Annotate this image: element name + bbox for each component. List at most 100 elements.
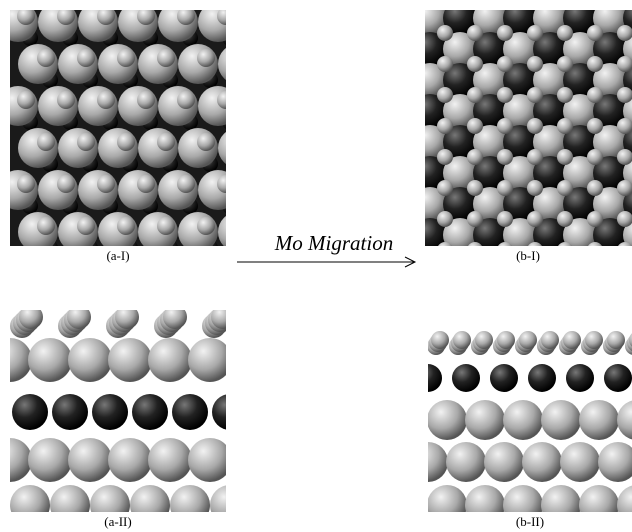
atom (148, 338, 192, 382)
atom (587, 242, 603, 258)
atom (527, 211, 543, 227)
atom (117, 133, 135, 151)
atom (557, 87, 573, 103)
atom (497, 149, 513, 165)
atom (137, 7, 155, 25)
atom (157, 217, 175, 235)
atom (50, 485, 90, 525)
atom (228, 338, 272, 382)
atom (197, 133, 215, 151)
atom (557, 56, 573, 72)
atom (431, 331, 449, 349)
atom (563, 331, 581, 349)
atom (177, 91, 195, 109)
atom (68, 338, 112, 382)
atom (137, 91, 155, 109)
atom (587, 25, 603, 41)
atom (198, 86, 238, 126)
atom (237, 49, 255, 67)
atom (37, 133, 55, 151)
atom (566, 364, 594, 392)
atom (28, 338, 72, 382)
atom (467, 118, 483, 134)
atom (68, 438, 112, 482)
atom (437, 149, 453, 165)
atom (437, 87, 453, 103)
atom (503, 400, 543, 440)
atom (228, 438, 272, 482)
atom (170, 485, 210, 525)
atom (218, 212, 258, 252)
atom (453, 331, 471, 349)
atom (587, 149, 603, 165)
atom (557, 149, 573, 165)
atom (446, 442, 486, 482)
atom (541, 331, 559, 349)
atom (97, 175, 115, 193)
atom (408, 442, 448, 482)
atom (607, 331, 625, 349)
atom (414, 364, 442, 392)
atom (217, 91, 235, 109)
atom (77, 49, 95, 67)
atom (130, 485, 170, 525)
atom (497, 331, 515, 349)
atom (198, 2, 238, 42)
figure: (a-I) (b-I) (a-II) (b-II) Mo Migration (0, 0, 632, 532)
atom (437, 211, 453, 227)
atom (117, 49, 135, 67)
atom (77, 133, 95, 151)
atom (242, 72, 258, 88)
atom (587, 118, 603, 134)
atom (497, 25, 513, 41)
atom (467, 87, 483, 103)
atom (467, 25, 483, 41)
atom (452, 364, 480, 392)
atom (497, 180, 513, 196)
atom (242, 156, 258, 172)
atom (237, 217, 255, 235)
atom (210, 485, 250, 525)
atom (218, 128, 258, 168)
atom (541, 400, 581, 440)
atom (467, 180, 483, 196)
atom (497, 56, 513, 72)
atom (579, 485, 619, 525)
atom (57, 7, 75, 25)
atom (467, 56, 483, 72)
atom (17, 175, 35, 193)
atom (587, 180, 603, 196)
atom (528, 364, 556, 392)
atom (211, 305, 235, 329)
atom (117, 217, 135, 235)
atom (497, 242, 513, 258)
atom (148, 438, 192, 482)
atom (218, 44, 258, 84)
atom (188, 438, 232, 482)
atom (157, 49, 175, 67)
atom (250, 485, 290, 525)
atom (437, 242, 453, 258)
atom (188, 338, 232, 382)
atom (177, 7, 195, 25)
atom (212, 394, 248, 430)
atom (163, 305, 187, 329)
atom (237, 133, 255, 151)
atom (437, 25, 453, 41)
atom (197, 49, 215, 67)
atom (467, 242, 483, 258)
atom (198, 170, 238, 210)
atom (557, 118, 573, 134)
atom (560, 442, 600, 482)
atom (242, 240, 258, 256)
atom (92, 394, 128, 430)
atom (465, 485, 505, 525)
atom (28, 438, 72, 482)
atom (108, 338, 152, 382)
atom (97, 7, 115, 25)
atom (427, 485, 467, 525)
atom (497, 87, 513, 103)
atom (527, 25, 543, 41)
atom (437, 180, 453, 196)
atom (197, 217, 215, 235)
